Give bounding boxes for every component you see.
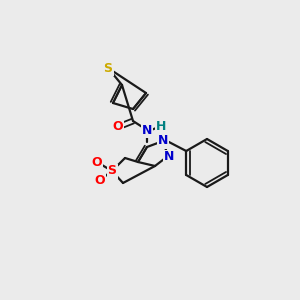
Text: S: S: [107, 164, 116, 178]
Text: N: N: [142, 124, 152, 136]
Text: O: O: [95, 173, 105, 187]
Text: S: S: [103, 61, 112, 74]
Text: N: N: [158, 134, 168, 148]
Text: H: H: [156, 121, 166, 134]
Text: O: O: [113, 121, 123, 134]
Text: N: N: [164, 151, 174, 164]
Text: O: O: [92, 155, 102, 169]
